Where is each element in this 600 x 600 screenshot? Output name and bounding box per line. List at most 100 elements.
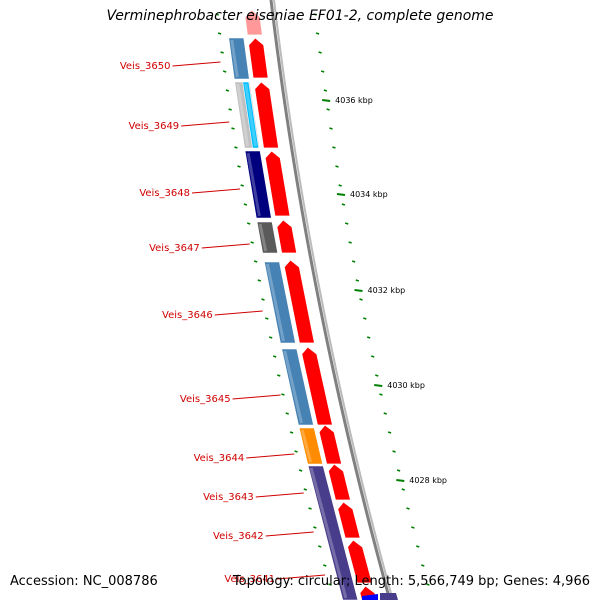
tick-mark — [355, 279, 360, 282]
tick-mark — [253, 260, 258, 263]
forward-gene-arrow — [327, 463, 352, 501]
tick-mark — [237, 165, 241, 168]
tick-mark — [217, 32, 222, 35]
feature-block — [362, 594, 378, 600]
tick-mark — [320, 70, 325, 73]
kbp-label: 4030 kbp — [387, 381, 425, 390]
tick-mark — [366, 336, 371, 339]
bottom-features — [362, 593, 398, 600]
gene-block — [307, 465, 359, 600]
forward-gene-arrow — [318, 424, 343, 465]
kbp-label: 4028 kbp — [409, 476, 447, 485]
forward-gene-arrow — [283, 259, 315, 344]
tick-mark — [294, 450, 298, 453]
forward-gene-arrow — [254, 81, 280, 149]
tick-mark — [243, 203, 248, 206]
tick-mark — [289, 431, 294, 434]
forward-gene-arrow — [276, 219, 298, 254]
gene-label: Veis_3642 — [213, 531, 264, 542]
tick-mark — [298, 469, 303, 472]
gene-block — [298, 427, 324, 465]
major-tick — [322, 99, 331, 102]
tick-mark — [326, 108, 330, 111]
major-tick — [374, 384, 383, 387]
kbp-ticks: 4036 kbp 4034 kbp 4032 kbp 4030 kbp 4028 kbp — [215, 13, 447, 586]
gene-leader-line — [232, 394, 281, 400]
backbone-line — [269, 0, 392, 600]
tick-mark — [261, 298, 265, 301]
tick-mark — [272, 355, 277, 358]
tick-mark — [387, 431, 392, 434]
gene-block-highlight — [300, 429, 313, 463]
major-tick — [354, 289, 363, 292]
gene-block — [228, 37, 250, 80]
tick-mark — [416, 545, 420, 548]
gene-leader-line — [265, 531, 314, 537]
tick-mark — [285, 412, 289, 415]
map-title: Verminephrobacter eiseniae EF01-2, compl… — [106, 8, 494, 24]
tick-mark — [379, 393, 383, 396]
gene-label: Veis_3645 — [180, 394, 231, 405]
gene-leader-line — [181, 121, 230, 127]
tick-mark — [426, 583, 430, 586]
gene-label: Veis_3641 — [224, 574, 275, 585]
gene-leader-line — [172, 61, 221, 67]
gene-label: Veis_3648 — [139, 188, 190, 199]
tick-mark — [313, 13, 317, 16]
tick-mark — [375, 374, 379, 377]
tick-mark — [246, 222, 251, 225]
backbone-line — [273, 0, 394, 600]
gene-block-highlight — [309, 467, 348, 599]
tick-mark — [231, 127, 235, 130]
tick-mark — [344, 222, 349, 225]
gene-label: Veis_3649 — [129, 121, 180, 132]
accession-text: Accession: NC_008786 — [10, 574, 158, 589]
tick-mark — [363, 317, 367, 320]
forward-gene-arrow — [347, 539, 373, 584]
tick-mark — [348, 241, 352, 244]
tick-mark — [308, 507, 312, 510]
kbp-label: 4036 kbp — [335, 96, 373, 105]
forward-strand-track — [244, 9, 378, 600]
genome-backbone — [269, 0, 394, 600]
tick-mark — [318, 545, 322, 548]
gene-block-highlight — [283, 350, 303, 424]
tick-mark — [392, 450, 396, 453]
tick-mark — [222, 70, 227, 73]
tick-mark — [421, 564, 425, 567]
major-tick — [336, 193, 346, 196]
feature-block — [380, 593, 398, 600]
tick-mark — [323, 89, 328, 92]
forward-gene-arrow — [301, 346, 333, 426]
gene-leader-line — [255, 492, 304, 498]
gene-block-highlight — [258, 223, 268, 252]
tick-mark — [234, 146, 238, 149]
inner-track — [228, 37, 359, 600]
tick-mark — [225, 89, 230, 92]
gene-label: Veis_3643 — [203, 492, 254, 503]
forward-gene-arrow — [264, 150, 291, 217]
tick-mark — [338, 184, 342, 187]
gene-label: Veis_3650 — [120, 61, 171, 72]
gene-block-highlight — [244, 83, 258, 147]
gene-block-highlight — [246, 152, 261, 217]
tick-mark — [383, 412, 387, 415]
tick-mark — [328, 583, 332, 586]
tick-mark — [220, 51, 224, 54]
tick-mark — [318, 51, 322, 54]
tick-mark — [250, 241, 254, 244]
topology-text: Topology: circular; Length: 5,566,749 bp… — [232, 574, 590, 589]
gene-block-highlight — [236, 83, 250, 147]
tick-mark — [335, 165, 339, 168]
tick-mark — [396, 469, 401, 472]
tick-mark — [411, 526, 415, 529]
tick-mark — [406, 507, 410, 510]
tick-mark — [240, 184, 244, 187]
tick-mark — [277, 374, 281, 377]
gene-block — [244, 150, 272, 219]
gene-label: Veis_3646 — [162, 310, 213, 321]
forward-gene-arrow — [248, 37, 269, 79]
tick-mark — [265, 317, 269, 320]
gene-leader-line — [246, 453, 295, 459]
